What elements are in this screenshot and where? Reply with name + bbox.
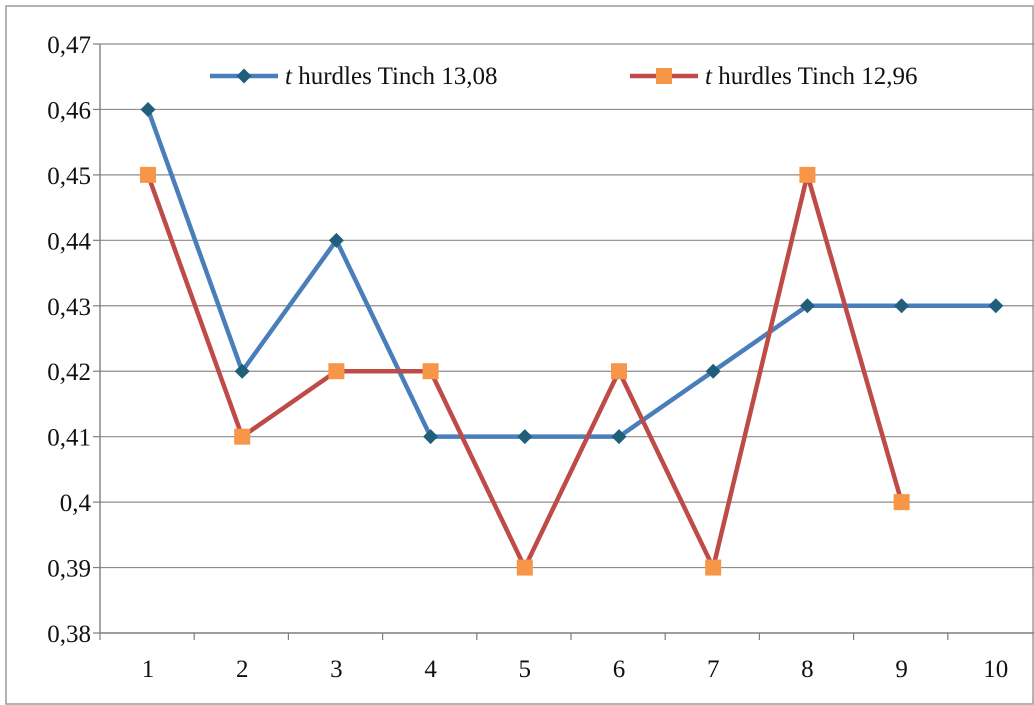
x-tick-label: 2 xyxy=(236,656,249,683)
x-tick-labels: 1 2 3 4 5 6 7 8 9 10 xyxy=(142,656,1009,683)
data-point xyxy=(517,429,533,445)
y-tick-label: 0,44 xyxy=(47,228,91,255)
x-tick-label: 4 xyxy=(424,656,437,683)
data-point xyxy=(893,494,910,511)
y-tick-label: 0,46 xyxy=(47,97,91,124)
y-tick-label: 0,38 xyxy=(47,621,91,648)
data-point xyxy=(234,363,250,379)
y-tick-label: 0,43 xyxy=(47,294,91,321)
data-point xyxy=(611,429,627,445)
x-tick-label: 1 xyxy=(142,656,155,683)
legend-entry-2: t hurdles Tinch 12,96 xyxy=(630,63,918,90)
gridlines xyxy=(100,43,1034,569)
data-point xyxy=(516,559,533,576)
data-point xyxy=(705,363,721,379)
series-2 xyxy=(140,166,910,576)
legend-entry-1: t hurdles Tinch 13,08 xyxy=(210,63,498,90)
data-point xyxy=(140,101,156,117)
data-point xyxy=(234,428,251,445)
x-tick-label: 9 xyxy=(895,656,908,683)
data-point xyxy=(140,166,156,183)
x-tick-label: 6 xyxy=(613,656,626,683)
data-point xyxy=(422,363,439,380)
data-point xyxy=(988,298,1004,314)
y-tick-label: 0,45 xyxy=(47,163,91,190)
y-tick-label: 0,39 xyxy=(47,556,91,583)
data-point xyxy=(799,298,815,314)
series xyxy=(140,101,1004,576)
series-line xyxy=(145,108,996,439)
legend-marker xyxy=(656,68,672,84)
chart-border xyxy=(5,5,1034,705)
x-tick-label: 7 xyxy=(707,656,720,683)
data-point xyxy=(328,363,345,380)
legend-marker xyxy=(236,68,252,84)
x-tick-label: 5 xyxy=(519,656,532,683)
x-tick-label: 10 xyxy=(983,656,1008,683)
data-point xyxy=(894,298,910,314)
y-tick-label: 0,4 xyxy=(60,490,92,517)
axes xyxy=(93,43,1034,640)
x-tick-label: 3 xyxy=(330,656,343,683)
legend-label: t hurdles Tinch 13,08 xyxy=(285,63,498,90)
data-point xyxy=(611,363,627,380)
x-tick-label: 8 xyxy=(801,656,814,683)
series-1 xyxy=(140,101,1004,445)
data-point xyxy=(799,166,816,183)
data-point xyxy=(705,559,722,576)
legend-label: t hurdles Tinch 12,96 xyxy=(705,63,918,90)
y-tick-label: 0,47 xyxy=(47,32,91,59)
y-tick-labels: 0,38 0,39 0,4 0,41 0,42 0,43 0,44 0,45 0,46 0,47 xyxy=(47,32,91,648)
y-tick-label: 0,41 xyxy=(47,425,91,452)
y-tick-label: 0,42 xyxy=(47,359,91,386)
legend: t hurdles Tinch 13,08 t hurdles Tinch 12,… xyxy=(210,63,918,90)
data-point xyxy=(328,232,344,248)
data-point xyxy=(423,429,439,445)
